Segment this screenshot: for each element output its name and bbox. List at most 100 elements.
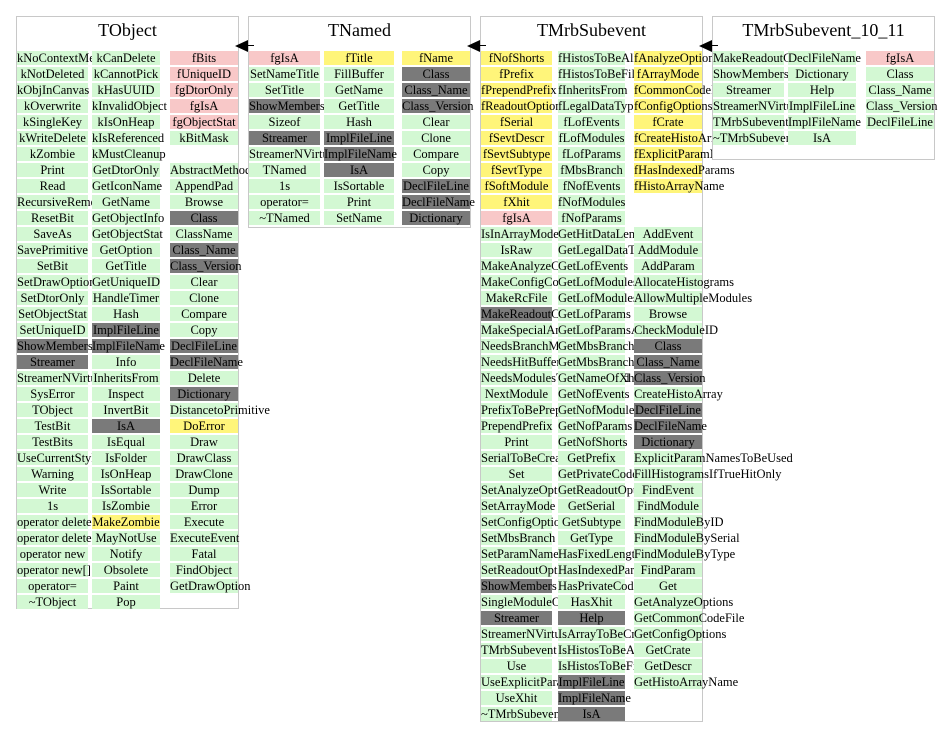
member-cell: IsInArrayMode	[481, 227, 559, 241]
member-cell: fHistosToBeAllocated	[558, 51, 670, 65]
member-cell: AddModule	[634, 243, 702, 257]
member-cell: fCommonCodeFile	[634, 83, 731, 97]
member-cell: IsHistosToBeFilledIfTrue	[558, 659, 687, 673]
member-cell: TestBits	[17, 435, 88, 449]
member-cell: GetObjectInfo	[92, 211, 165, 225]
member-cell: ~TMrbSubevent_10_11	[713, 131, 833, 145]
member-cell: fPrependPrefix	[481, 83, 557, 97]
member-cell: ExecuteEvent	[170, 531, 240, 545]
member-cell: Pop	[92, 595, 160, 609]
member-cell: UseXhit	[481, 691, 552, 705]
member-cell: ClassName	[170, 227, 238, 241]
class-column: fgIsA SetNameTitle SetTitle ShowMembers Size…	[249, 51, 338, 227]
class-box-tnamed: TNamed fgIsA SetNameTitle SetTitle ShowMemb…	[248, 16, 475, 228]
member-cell: Copy	[402, 163, 470, 177]
member-cell: GetMbsBranchNo	[558, 355, 650, 369]
member-cell: GetObjectStat	[92, 227, 163, 241]
member-cell: StreamerNVirtual	[17, 371, 106, 385]
member-cell: fLegalDataTypes	[558, 99, 644, 113]
member-cell: PrependPrefix	[481, 419, 553, 433]
member-cell: DeclFileName	[788, 51, 861, 65]
member-cell: GetHistoArrayName	[634, 675, 739, 689]
member-cell: NeedsBranchMode	[481, 339, 578, 353]
member-cell: Class_Name	[634, 355, 702, 369]
member-cell: Clear	[402, 115, 470, 129]
member-cell: GetNofEvents	[558, 387, 630, 401]
member-cell: NeedsHitBuffer	[481, 355, 561, 369]
member-cell: Class_Version	[866, 99, 938, 113]
member-cell: ShowMembers	[249, 99, 325, 113]
member-cell: GetNofShorts	[558, 435, 628, 449]
member-cell: IsA	[788, 131, 856, 145]
member-cell: Read	[17, 179, 88, 193]
member-cell: Clone	[170, 291, 238, 305]
member-cell: MayNotUse	[92, 531, 160, 545]
member-cell: UseExplicitParamNames	[481, 675, 607, 689]
member-cell: Class	[402, 67, 470, 81]
member-cell: fgDtorOnly	[170, 83, 238, 97]
member-cell: operator new[]	[17, 563, 91, 577]
member-cell: fArrayMode	[634, 67, 702, 81]
member-cell: AddEvent	[634, 227, 702, 241]
member-cell: HandleTimer	[92, 291, 160, 305]
member-cell: GetDrawOption	[170, 579, 251, 593]
member-cell: fHistosToBeFilledIfTrue	[558, 67, 682, 81]
member-cell: operator=	[249, 195, 320, 209]
member-cell: StreamerNVirtual	[481, 627, 570, 641]
class-title: TNamed	[328, 20, 391, 40]
member-cell: TNamed	[249, 163, 320, 177]
member-cell: kHasUUID	[92, 83, 160, 97]
member-cell: GetNofModules	[558, 403, 640, 417]
member-cell: MakeZombie	[92, 515, 160, 529]
member-cell: kWriteDelete	[17, 131, 88, 145]
member-cell: ImplFileLine	[324, 131, 394, 145]
member-cell: kIsReferenced	[92, 131, 165, 145]
empty-cell	[634, 211, 702, 225]
member-cell: Clone	[402, 131, 470, 145]
member-cell: FindModuleBySerial	[634, 531, 740, 545]
inheritance-link	[248, 45, 254, 46]
member-cell: GetUniqueID	[92, 275, 161, 289]
member-cell: Obsolete	[92, 563, 160, 577]
member-cell: FindParam	[634, 563, 702, 577]
member-cell: Streamer	[17, 355, 88, 369]
member-cell: Class_Version	[402, 99, 474, 113]
member-cell: fSerial	[481, 115, 552, 129]
member-cell: fSevtSubtype	[481, 147, 552, 161]
member-cell: Print	[481, 435, 552, 449]
member-cell: Clear	[170, 275, 238, 289]
member-cell: ImplFileLine	[788, 99, 856, 113]
member-cell: Warning	[17, 467, 88, 481]
class-title: TObject	[98, 20, 157, 40]
member-cell: GetSubtype	[558, 515, 625, 529]
member-cell: kBitMask	[170, 131, 238, 145]
member-cell: fAnalyzeOptions	[634, 51, 720, 65]
member-cell: GetLofParams	[558, 307, 631, 321]
member-cell: fHistoArrayName	[634, 179, 725, 193]
member-cell: Class	[634, 339, 702, 353]
member-cell: fCrate	[634, 115, 702, 129]
class-column: kCanDelete kCannotPick kHasUUID kInvalidObj…	[92, 51, 167, 611]
member-cell: kMustCleanup	[92, 147, 166, 161]
member-cell: ImplFileName	[324, 147, 397, 161]
member-cell: TestBit	[17, 419, 88, 433]
member-cell: GetPrefix	[558, 451, 625, 465]
empty-cell	[170, 147, 238, 161]
member-cell: kCannotPick	[92, 67, 160, 81]
member-cell: IsHistosToBeAllocated	[558, 643, 675, 657]
member-cell: GetName	[92, 195, 160, 209]
member-cell: Class_Name	[402, 83, 470, 97]
member-cell: GetTitle	[324, 99, 394, 113]
member-cell: FindModuleByType	[634, 547, 736, 561]
member-cell: Hash	[92, 307, 160, 321]
member-cell: GetNameOfXhit	[558, 371, 642, 385]
member-cell: fgIsA	[866, 51, 934, 65]
class-column: DeclFileName Dictionary Help ImplFileLine Im…	[788, 51, 861, 147]
class-box-tmrbsubevent-10-11: TMrbSubevent_10_11 MakeReadoutCode ShowMe…	[712, 16, 938, 160]
member-cell: 1s	[17, 499, 88, 513]
member-cell: fHasIndexedParams	[634, 163, 735, 177]
member-cell: GetConfigOptions	[634, 627, 727, 641]
member-cell: Draw	[170, 435, 238, 449]
member-cell: kSingleKey	[17, 115, 88, 129]
inheritance-arrow-icon	[467, 40, 480, 52]
